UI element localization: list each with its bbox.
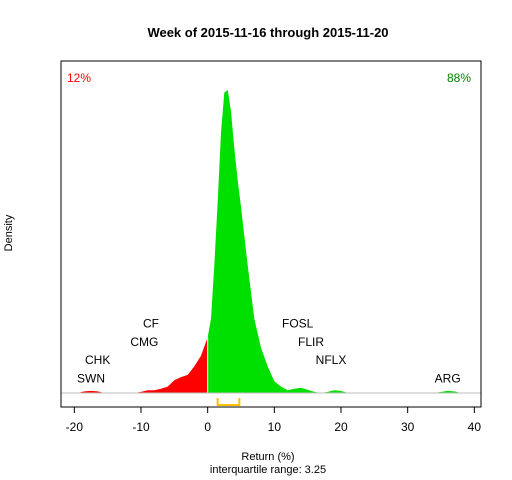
- ticker-annotation: NFLX: [316, 353, 347, 367]
- chart-title: Week of 2015-11-16 through 2015-11-20: [147, 25, 388, 40]
- x-tick-label: -20: [66, 420, 84, 434]
- ticker-annotation: CHK: [85, 353, 110, 367]
- ticker-annotation: ARG: [435, 371, 461, 385]
- y-axis-label: Density: [3, 214, 15, 251]
- ticker-annotation: SWN: [77, 371, 105, 385]
- iqr-bracket-line: [216, 398, 241, 406]
- iqr-bracket: [216, 398, 241, 406]
- outlier-annotations: CF CMG CHK SWN FOSL FLIR NFLX ARG: [77, 317, 461, 386]
- positive-share-label: 88%: [447, 71, 471, 85]
- ticker-annotation: FLIR: [298, 335, 324, 349]
- x-axis: -20 -10 0 10 20 30 40: [66, 407, 482, 434]
- positive-returns-area: [207, 89, 468, 394]
- x-axis-label: Return (%): [241, 451, 294, 463]
- negative-returns-area: [77, 337, 208, 393]
- ticker-annotation: FOSL: [282, 317, 314, 331]
- x-tick-label: 0: [204, 420, 211, 434]
- x-tick-label: 20: [334, 420, 348, 434]
- x-tick-label: 10: [268, 420, 282, 434]
- x-tick-label: -10: [132, 420, 150, 434]
- x-tick-label: 30: [401, 420, 415, 434]
- ticker-annotation: CMG: [130, 335, 158, 349]
- iqr-subtitle: interquartile range: 3.25: [210, 464, 326, 476]
- ticker-annotation: CF: [143, 317, 159, 331]
- plot-frame: [60, 60, 482, 408]
- x-tick-label: 40: [468, 420, 482, 434]
- density-fills: [77, 89, 468, 394]
- negative-share-label: 12%: [67, 71, 91, 85]
